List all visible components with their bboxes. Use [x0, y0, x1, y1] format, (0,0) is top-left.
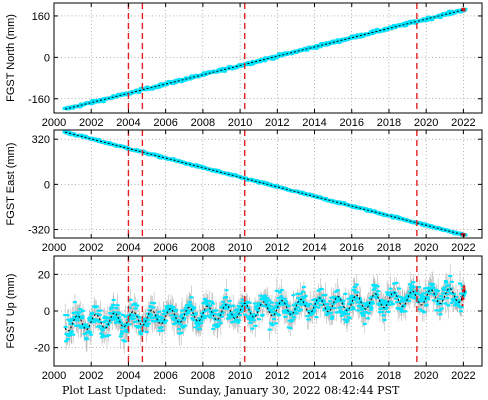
observations	[62, 7, 468, 111]
x-tick-label: 2022	[451, 242, 475, 254]
x-tick-label: 2000	[42, 117, 66, 129]
x-tick-label: 2018	[377, 370, 401, 382]
x-tick-label: 2018	[377, 117, 401, 129]
x-tick-label: 2004	[116, 117, 140, 129]
model-fit-line	[64, 287, 466, 332]
x-tick-label: 2020	[414, 242, 438, 254]
x-tick-label: 2022	[451, 370, 475, 382]
x-tick-label: 2008	[191, 117, 215, 129]
recent-observations	[461, 285, 466, 307]
y-tick-label: -20	[34, 343, 50, 355]
y-tick-label: 0	[44, 52, 50, 64]
y-tick-label: 0	[44, 306, 50, 318]
model-fit-line	[65, 131, 466, 236]
y-tick-label: 0	[44, 179, 50, 191]
x-tick-label: 2014	[302, 242, 326, 254]
x-tick-label: 2022	[451, 117, 475, 129]
plot-frame	[53, 2, 483, 114]
footer-label: Plot Last Updated:	[62, 384, 167, 397]
x-tick-label: 2000	[42, 370, 66, 382]
y-axis-label: FGST East (mm)	[5, 143, 17, 226]
x-tick-label: 2012	[265, 117, 289, 129]
x-tick-label: 2008	[191, 242, 215, 254]
y-axis-label: FGST North (mm)	[5, 14, 17, 102]
x-tick-label: 2006	[153, 370, 177, 382]
data-layer	[62, 7, 468, 111]
x-tick-label: 2012	[265, 370, 289, 382]
x-tick-label: 2010	[228, 117, 252, 129]
x-tick-label: 2010	[228, 242, 252, 254]
x-tick-label: 2000	[42, 242, 66, 254]
data-layer	[62, 130, 468, 238]
plot-footer: Plot Last Updated: Sunday, January 30, 2…	[62, 384, 399, 397]
x-tick-label: 2014	[302, 370, 326, 382]
footer-timestamp: Sunday, January 30, 2022 08:42:44 PST	[177, 384, 400, 397]
x-tick-label: 2016	[339, 370, 363, 382]
observations	[62, 274, 468, 343]
y-tick-label: 20	[38, 269, 50, 281]
x-tick-label: 2018	[377, 242, 401, 254]
x-tick-label: 2016	[339, 242, 363, 254]
x-tick-label: 2002	[79, 370, 103, 382]
y-tick-label: 320	[32, 134, 50, 146]
x-tick-label: 2020	[414, 117, 438, 129]
x-tick-label: 2006	[153, 242, 177, 254]
panel-north: 2000 2002 2004 2006 2008 2010 2012 2014 2016 2018…	[5, 2, 483, 129]
model-fit-line	[65, 9, 465, 110]
x-tick-label: 2020	[414, 370, 438, 382]
y-tick-label: -320	[28, 225, 50, 237]
x-tick-label: 2012	[265, 242, 289, 254]
x-tick-label: 2006	[153, 117, 177, 129]
x-tick-label: 2002	[79, 242, 103, 254]
x-tick-label: 2008	[191, 370, 215, 382]
x-tick-label: 2010	[228, 370, 252, 382]
x-tick-label: 2014	[302, 117, 326, 129]
y-axis-label: FGST Up (mm)	[5, 274, 17, 349]
data-layer	[62, 263, 468, 354]
panel-east: 2000 2002 2004 2006 2008 2010 2012 2014 2016 2018…	[5, 129, 483, 254]
y-tick-label: -160	[28, 94, 50, 106]
y-tick-label: 160	[32, 11, 50, 23]
x-tick-label: 2016	[339, 117, 363, 129]
panel-up: 2000 2002 2004 2006 2008 2010 2012 2014 2016 2018…	[5, 255, 483, 382]
x-tick-label: 2004	[116, 370, 140, 382]
x-tick-label: 2002	[79, 117, 103, 129]
x-tick-label: 2004	[116, 242, 140, 254]
